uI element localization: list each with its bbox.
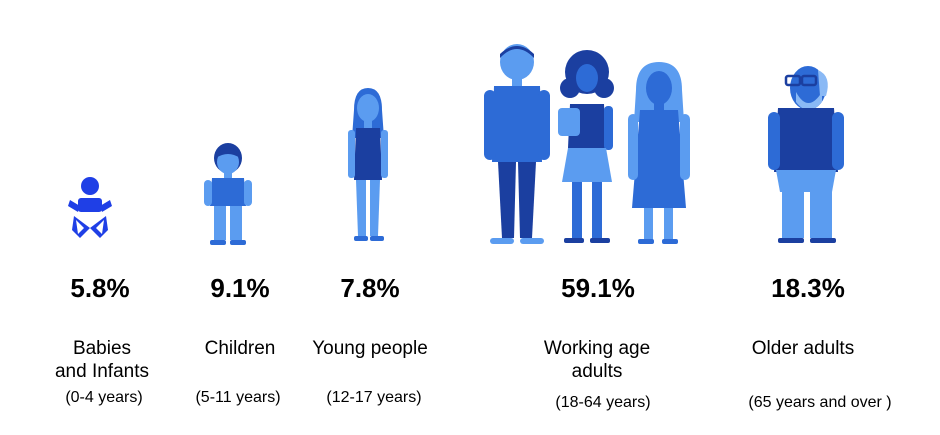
- young-people-label: Young people: [280, 337, 460, 360]
- woman-long-hair-icon: [628, 62, 690, 244]
- children-range: (5-11 years): [195, 389, 281, 406]
- babies-label-line1: Babies: [72, 338, 132, 359]
- working-age-percent: 59.1%: [561, 273, 635, 303]
- woman-curly-icon: [558, 50, 614, 243]
- young-person-icon: [348, 88, 388, 241]
- working-age-label: Working age adults: [507, 337, 687, 383]
- older-adults-range: (65 years and over ): [748, 394, 892, 411]
- working-age-label-line2: adults: [571, 361, 623, 382]
- young-people-range: (12-17 years): [326, 389, 422, 406]
- babies-percent: 5.8%: [70, 273, 130, 303]
- baby-icon: [68, 177, 112, 238]
- older-adults-label: Older adults: [713, 337, 893, 360]
- working-age-label-line1: Working age: [543, 338, 651, 359]
- man-icon: [484, 44, 550, 244]
- young-people-percent: 7.8%: [340, 273, 400, 303]
- babies-label-line2: and Infants: [54, 361, 150, 382]
- older-adults-label-line1: Older adults: [751, 338, 855, 359]
- older-man-icon: [768, 66, 844, 243]
- working-age-range: (18-64 years): [555, 394, 651, 411]
- babies-range: (0-4 years): [65, 389, 143, 406]
- children-percent: 9.1%: [210, 273, 270, 303]
- child-icon: [204, 143, 252, 245]
- children-label-line1: Children: [204, 338, 276, 359]
- young-people-label-line1: Young people: [312, 338, 428, 359]
- children-label: Children: [150, 337, 330, 360]
- older-adults-percent: 18.3%: [771, 273, 845, 303]
- babies-label: Babies and Infants: [12, 337, 192, 383]
